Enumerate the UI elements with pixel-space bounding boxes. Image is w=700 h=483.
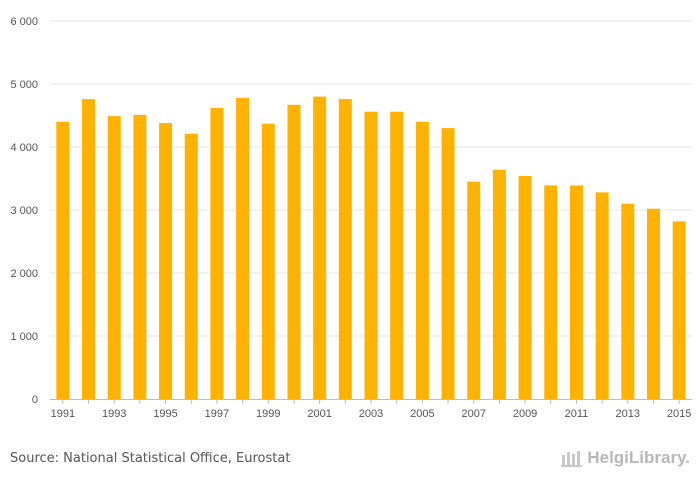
- bar-1999[interactable]: [261, 123, 275, 399]
- y-tick-label: 5 000: [10, 79, 38, 91]
- y-tick-label: 6 000: [10, 16, 38, 28]
- bar-2009[interactable]: [518, 175, 532, 399]
- bar-1998[interactable]: [236, 97, 250, 400]
- x-tick-label: 1999: [256, 408, 280, 420]
- x-tick-label: 2003: [359, 408, 383, 420]
- bar-2001[interactable]: [313, 96, 327, 399]
- bar-2013[interactable]: [621, 203, 635, 399]
- x-tick-label: 1993: [102, 408, 126, 420]
- x-tick-label: 2015: [667, 408, 691, 420]
- bar-1996[interactable]: [184, 133, 198, 399]
- x-tick-label: 2005: [410, 408, 434, 420]
- bar-2004[interactable]: [390, 111, 404, 399]
- bar-1991[interactable]: [56, 121, 70, 400]
- bar-2003[interactable]: [364, 111, 378, 399]
- x-tick-label: 2009: [513, 408, 537, 420]
- bar-chart: 0 1 000 2 000 3 000 4 000 5 000 6 000 1991 1993 1…: [10, 16, 692, 420]
- bar-2002[interactable]: [338, 99, 352, 400]
- library-icon: [561, 451, 583, 467]
- bar-2011[interactable]: [569, 185, 583, 399]
- bar-2005[interactable]: [415, 121, 429, 400]
- bar-2007[interactable]: [467, 181, 481, 399]
- bar-2012[interactable]: [595, 192, 609, 399]
- y-tick-label: 0: [32, 394, 38, 406]
- bar-1993[interactable]: [107, 116, 121, 399]
- logo-text: HelgiLibrary.: [587, 448, 690, 467]
- y-tick-label: 4 000: [10, 142, 38, 154]
- bar-1992[interactable]: [82, 99, 96, 400]
- x-tick-label: 2013: [616, 408, 640, 420]
- helgi-library-logo[interactable]: HelgiLibrary.: [561, 448, 690, 468]
- x-tick-label: 1991: [51, 408, 75, 420]
- x-tick-label: 2011: [565, 408, 589, 420]
- x-tick-label: 1997: [205, 408, 229, 420]
- y-tick-label: 3 000: [10, 205, 38, 217]
- x-tick-label: 2007: [461, 408, 485, 420]
- y-tick-label: 2 000: [10, 268, 38, 280]
- bar-2015[interactable]: [672, 221, 686, 399]
- bar-2010[interactable]: [544, 185, 558, 399]
- source-note: Source: National Statistical Office, Eur…: [10, 451, 291, 466]
- y-tick-label: 1 000: [10, 331, 38, 343]
- bar-1994[interactable]: [133, 114, 147, 400]
- bar-1997[interactable]: [210, 107, 224, 399]
- bar-2014[interactable]: [646, 208, 660, 399]
- bar-2008[interactable]: [492, 169, 506, 399]
- bar-2000[interactable]: [287, 104, 301, 399]
- x-tick-label: 2001: [307, 408, 331, 420]
- bar-1995[interactable]: [159, 123, 173, 399]
- x-tick-label: 1995: [153, 408, 177, 420]
- bar-2006[interactable]: [441, 128, 455, 399]
